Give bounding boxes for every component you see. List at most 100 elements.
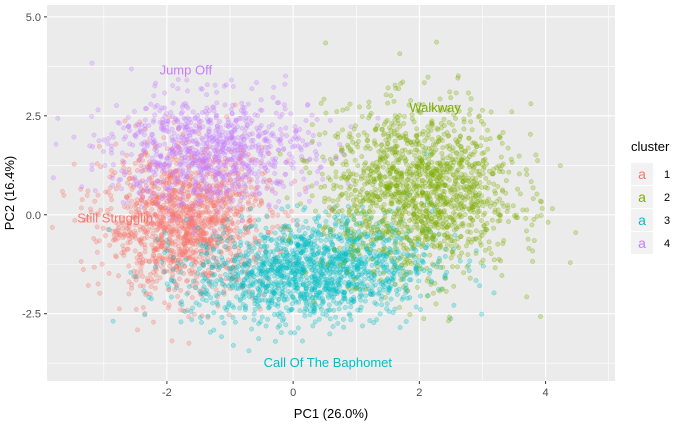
data-point [500,129,506,135]
data-point [186,184,191,189]
data-point [237,235,243,241]
data-point [233,271,239,277]
data-point [181,237,187,242]
data-point [175,144,180,150]
data-point [298,201,303,207]
data-point [138,269,144,275]
data-point [162,186,168,192]
data-point [128,231,134,237]
data-point [192,259,198,265]
data-point [244,275,250,280]
data-point [239,190,245,196]
data-point [182,249,188,255]
data-point [495,241,501,247]
data-point [303,189,309,195]
data-point [357,192,363,198]
data-point [221,83,227,89]
data-point [228,193,234,199]
data-point [154,227,160,233]
data-point [193,123,199,129]
data-point [392,306,398,312]
data-point [168,172,174,178]
data-point [242,269,248,275]
data-point [277,235,282,241]
data-point [204,251,210,257]
data-point [157,161,163,167]
data-point [384,277,390,283]
data-point [175,175,180,181]
data-point [356,228,362,234]
data-point [79,197,85,203]
data-point [362,175,368,181]
data-point [318,290,324,296]
data-point [183,257,189,263]
data-point [214,183,219,189]
data-point [142,230,148,235]
data-point [223,163,229,169]
data-point [321,96,327,102]
data-point [393,240,399,246]
data-point [161,246,167,252]
data-point [161,240,167,246]
data-point [491,257,497,263]
data-point [191,215,197,221]
data-point [165,256,171,262]
data-point [294,285,300,291]
data-point [242,223,248,229]
data-point [186,223,192,229]
data-point [186,203,192,209]
data-point [345,195,351,201]
data-point [142,311,148,316]
data-point [192,235,198,241]
data-point [306,129,311,135]
data-point [165,155,171,161]
data-point [232,257,238,263]
data-point [275,301,281,307]
data-point [289,301,295,307]
data-point [327,156,333,162]
data-point [163,245,169,251]
data-point [499,200,505,206]
data-point [242,226,248,232]
data-point [185,193,191,199]
data-point [232,211,238,217]
data-point [87,143,93,149]
data-point [263,225,269,231]
data-point [245,229,251,235]
data-point [313,276,318,282]
data-point [152,83,158,89]
data-point [229,136,235,142]
data-point [172,154,178,160]
data-point [327,232,333,238]
data-point [274,263,280,269]
data-point [222,261,228,266]
data-point [78,259,84,264]
data-point [109,131,115,137]
data-point [201,237,207,243]
data-point [318,266,324,272]
data-point [399,229,405,235]
data-point [355,163,361,169]
data-point [182,205,187,211]
data-point [168,109,174,115]
data-point [171,279,177,285]
data-point [161,269,167,275]
data-point [182,234,188,240]
data-point [224,247,230,253]
data-point [285,289,291,294]
data-point [163,225,169,231]
data-point [144,234,150,240]
data-point [258,97,264,103]
data-point [129,198,135,204]
data-point [224,114,230,120]
data-point [316,316,322,322]
data-point [200,209,206,215]
data-point [341,245,347,251]
data-point [355,246,361,252]
data-point [327,307,333,313]
data-point [528,101,534,107]
data-point [444,242,450,248]
data-point [204,188,210,194]
data-point [224,307,230,313]
data-point [211,255,217,261]
